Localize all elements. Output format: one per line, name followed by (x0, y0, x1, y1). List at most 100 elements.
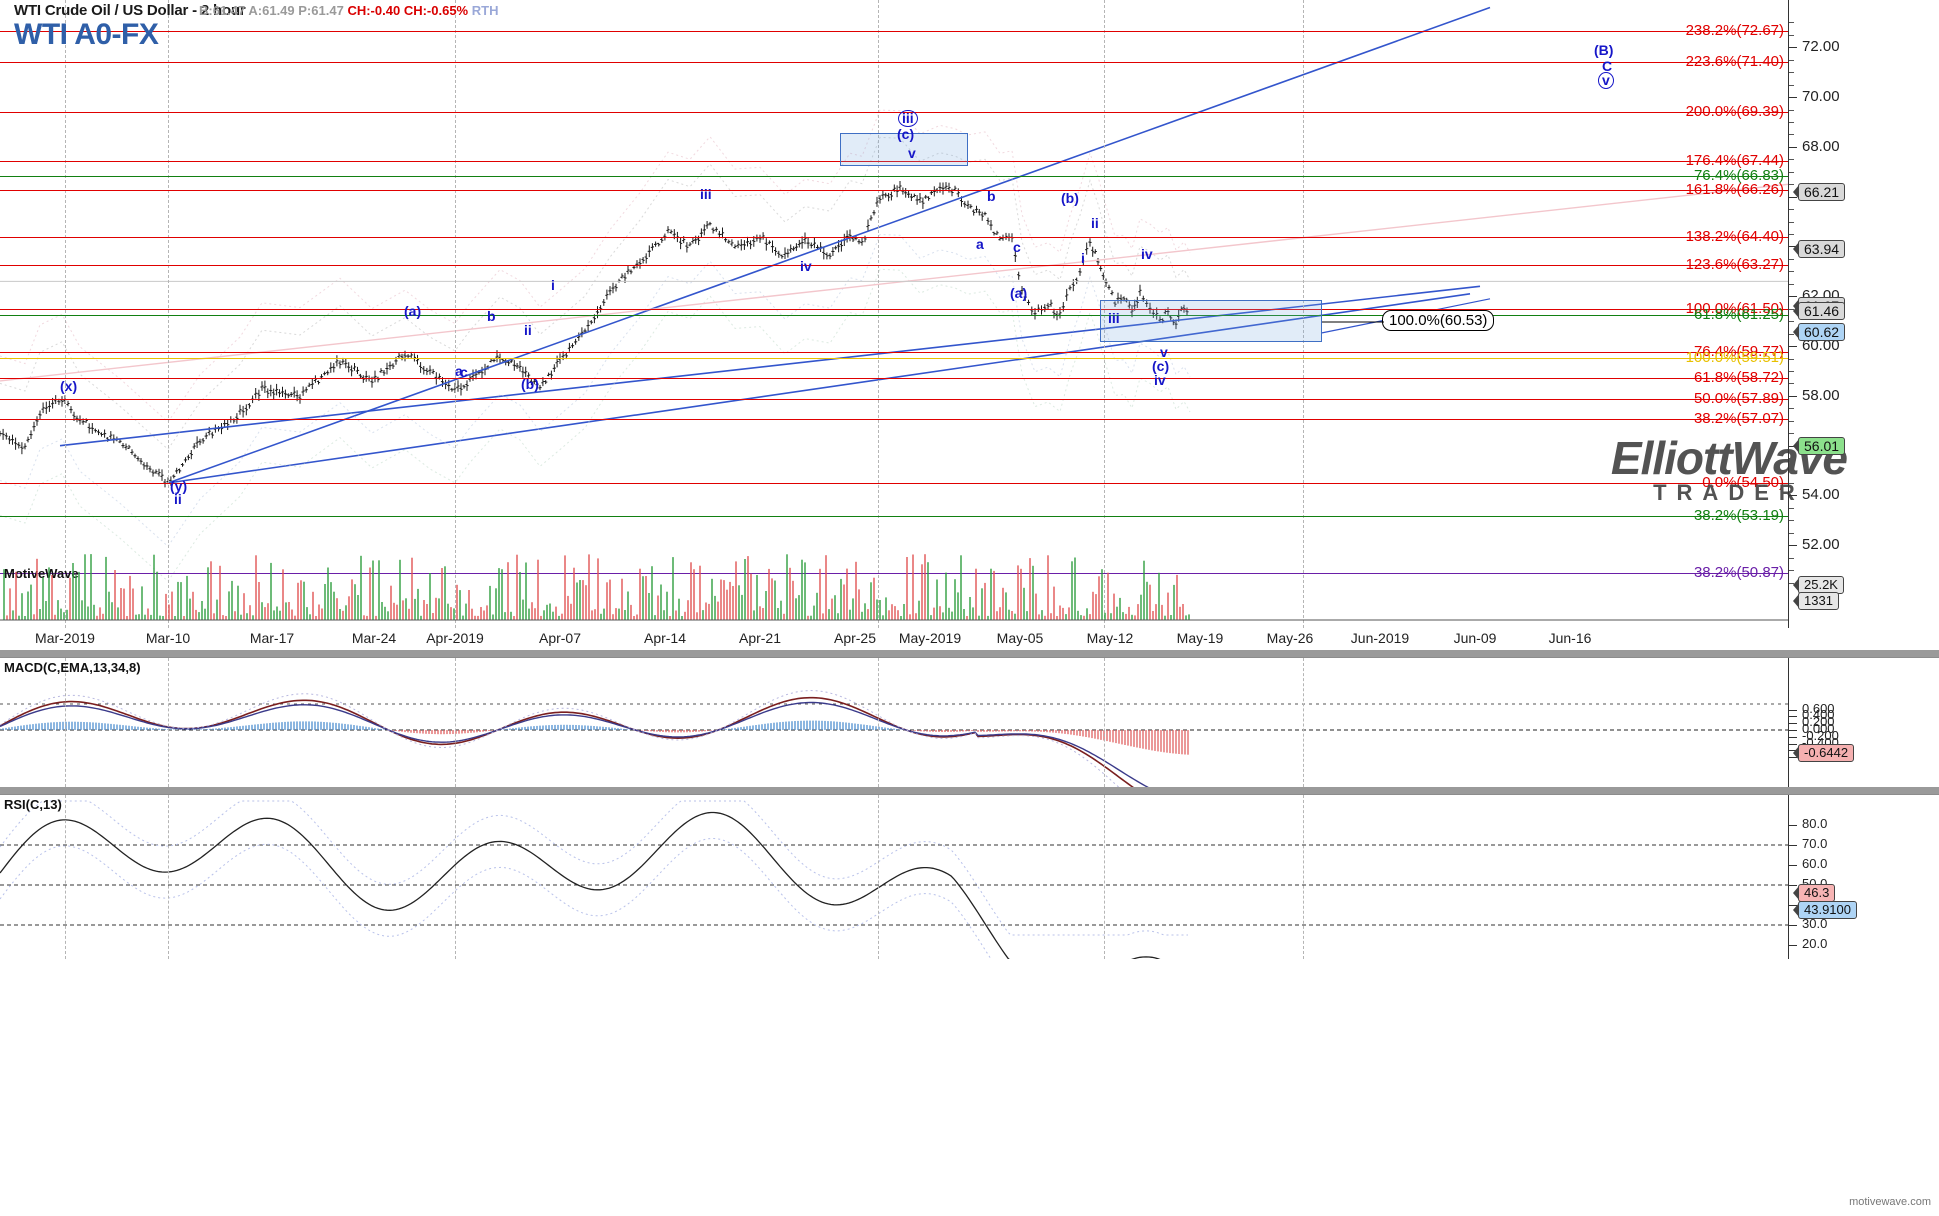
wave-label-C: C (1602, 58, 1613, 74)
chart-header: WTI Crude Oil / US Dollar - 2 hour WTI A… (14, 2, 246, 50)
axis-tick-label: -0.200 (1802, 727, 1839, 743)
rsi-value-badge[interactable]: 43.9100 (1793, 901, 1857, 920)
rsi-plot-area[interactable]: RSI(C,13) (0, 795, 1788, 959)
axis-tick-label: 30.0 (1802, 916, 1828, 931)
axis-tick (1789, 845, 1797, 846)
price-panel[interactable]: 238.2%(72.67) 223.6%(71.40) 200.0%(69.39) 1… (0, 0, 1939, 628)
period-gridline (168, 0, 169, 628)
rsi-panel[interactable]: RSI(C,13) 80.070.060.050.040.030.020.046… (0, 794, 1939, 959)
quote-strip: B:61.47 A:61.49 P:61.47 CH:-0.40 CH:-0.6… (199, 3, 498, 18)
panel-divider (0, 650, 1939, 657)
panel-divider-2 (0, 787, 1939, 794)
axis-minor-tick (1789, 507, 1794, 509)
axis-minor-tick (1789, 59, 1794, 61)
fib-level-label: 38.2%(50.87) (1693, 564, 1784, 582)
quote-change-pct: CH:-0.65% (403, 3, 469, 18)
wave-label-v-2: v (1160, 344, 1168, 360)
axis-minor-tick (1789, 122, 1794, 124)
fib-level-label: 38.2%(57.07) (1693, 410, 1784, 428)
date-tick-label: May-05 (996, 630, 1044, 646)
price-badge[interactable]: 63.94 (1792, 239, 1846, 258)
axis-minor-tick (1789, 420, 1794, 422)
fib-level-label: 61.8%(61.25) (1693, 305, 1784, 323)
fib-level-label: 0.0%(54.50) (1702, 473, 1784, 491)
axis-minor-tick (1789, 184, 1794, 186)
date-axis[interactable]: Mar-2019 Mar-10 Mar-17 Mar-24 Apr-2019 Apr-07… (0, 628, 1939, 650)
axis-tick-label: 80.0 (1802, 816, 1828, 831)
axis-tick-label: 0.000 (1802, 721, 1835, 736)
axis-minor-tick (1789, 470, 1794, 472)
rsi-axis[interactable]: 80.070.060.050.040.030.020.046.343.9100 (1788, 795, 1939, 959)
axis-tick (1789, 495, 1797, 497)
fib-level-label: 50.0%(57.89) (1693, 389, 1784, 407)
fib-line (0, 308, 1788, 310)
rsi-label: RSI(C,13) (4, 797, 62, 812)
fib-level-label: 61.8%(58.72) (1693, 368, 1784, 386)
date-tick-label: May-2019 (898, 630, 962, 646)
axis-tick-label: 54.00 (1802, 486, 1840, 504)
axis-minor-tick (1789, 383, 1794, 385)
wave-label-iv-2: iv (1141, 246, 1153, 262)
wave-label-iv-1: iv (800, 258, 812, 274)
macd-axis[interactable]: 0.6000.4000.2000.000-0.200-0.400-0.600-0… (1788, 658, 1939, 787)
brand-line-2: TRADER (1653, 480, 1805, 505)
wave-label-b-par2: (b) (1061, 190, 1079, 206)
price-plot-area[interactable]: 238.2%(72.67) 223.6%(71.40) 200.0%(69.39) 1… (0, 0, 1788, 628)
wave-label-x: (x) (60, 378, 78, 394)
axis-minor-tick (1789, 532, 1794, 534)
period-gridline (878, 0, 879, 628)
period-gridline (1303, 0, 1304, 628)
wave-label-v-circled: v (1598, 72, 1614, 89)
axis-tick (1789, 296, 1797, 298)
wave-label-i-2: i (1081, 250, 1085, 266)
date-tick-label: May-26 (1266, 630, 1314, 646)
wave-label-ii-2: ii (524, 322, 532, 338)
wave-label-a-1: a (455, 363, 463, 379)
axis-minor-tick (1789, 408, 1794, 410)
axis-tick (1789, 545, 1797, 547)
axis-minor-tick (1789, 271, 1794, 273)
axis-minor-tick (1789, 333, 1794, 335)
axis-minor-tick (1789, 22, 1794, 24)
wave-label-a-2: a (976, 236, 984, 252)
axis-minor-tick (1789, 221, 1794, 223)
price-axis[interactable]: 72.0070.0068.0066.0064.0062.0060.0058.00… (1788, 0, 1939, 628)
axis-minor-tick (1789, 321, 1794, 323)
fib-level-label: 123.6%(63.27) (1685, 255, 1784, 273)
fib-level-label: 200.0%(69.39) (1685, 103, 1784, 121)
price-badge[interactable]: 56.01 (1792, 437, 1846, 456)
wave-label-iii-2: iii (1108, 310, 1120, 326)
axis-tick-label: 52.00 (1802, 536, 1840, 554)
macd-panel[interactable]: MACD(C,EMA,13,34,8) 0.600 0.400 0.200 0.000… (0, 657, 1939, 787)
symbol-title: WTI A0-FX (14, 18, 159, 51)
volume-badge[interactable]: 25.2K (1793, 576, 1844, 594)
axis-minor-tick (1789, 171, 1794, 173)
platform-watermark: MotiveWave (4, 566, 79, 581)
date-tick-label: Apr-25 (833, 630, 877, 646)
axis-minor-tick (1789, 433, 1794, 435)
fib-level-label: 138.2%(64.40) (1685, 227, 1784, 245)
instrument-title: WTI Crude Oil / US Dollar - 2 hour (14, 2, 246, 19)
fib-line (0, 573, 1788, 575)
axis-tick (1789, 730, 1797, 731)
price-badge[interactable]: 66.21 (1792, 183, 1846, 202)
date-tick-label: Apr-14 (643, 630, 687, 646)
macd-value-badge[interactable]: -0.6442 (1792, 743, 1855, 762)
wave-label-b-1: b (487, 308, 496, 324)
axis-tick-label: 0.200 (1802, 714, 1835, 730)
price-badge[interactable]: 61.46 (1792, 301, 1846, 320)
fib-line (0, 515, 1788, 517)
price-badge[interactable]: 60.62 (1792, 322, 1846, 341)
axis-tick-label: 68.00 (1802, 137, 1840, 155)
rsi-level-badge[interactable]: 46.3 (1792, 884, 1836, 903)
macd-plot-area[interactable]: MACD(C,EMA,13,34,8) (0, 658, 1788, 787)
callout-leader-line (1322, 321, 1384, 323)
fib-level-label: 223.6%(71.40) (1685, 53, 1784, 71)
volume-badge[interactable]: 1331 (1793, 592, 1839, 610)
fib-level-label: 100.0%(61.50) (1685, 299, 1784, 317)
axis-tick (1789, 97, 1797, 99)
axis-minor-tick (1789, 358, 1794, 360)
quote-session: RTH (471, 3, 499, 18)
fib-callout-6053[interactable]: 100.0%(60.53) (1382, 310, 1495, 331)
axis-minor-tick (1789, 570, 1794, 572)
